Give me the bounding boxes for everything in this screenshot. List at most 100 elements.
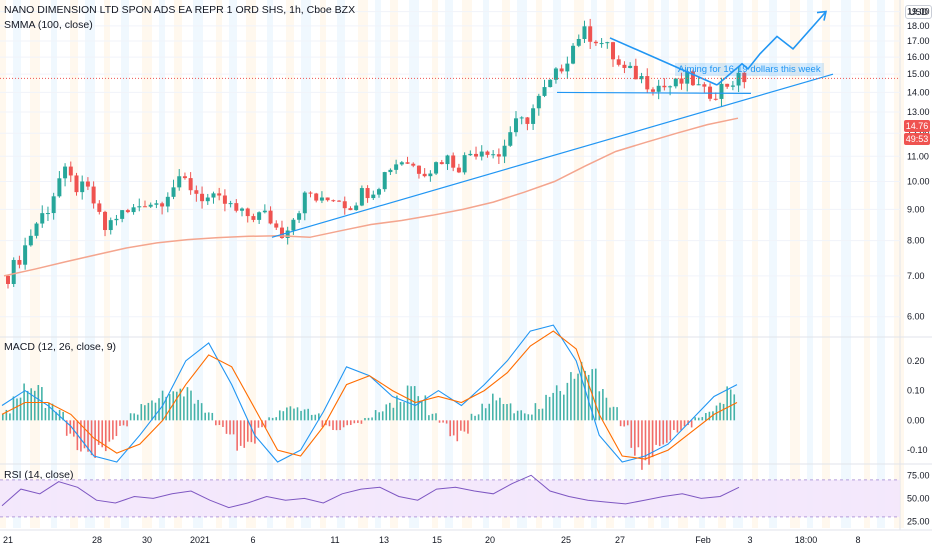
macd-histogram-bar — [644, 420, 647, 461]
macd-histogram-bar — [566, 382, 569, 421]
macd-histogram-bar — [729, 389, 732, 421]
macd-histogram-bar — [623, 420, 625, 427]
macd-histogram-bar — [641, 420, 643, 470]
projection-arrowhead — [816, 10, 828, 21]
macd-histogram-bar — [278, 410, 281, 421]
macd-histogram-bar — [300, 410, 302, 421]
candle-body — [85, 181, 90, 187]
candle-body — [445, 155, 450, 165]
macd-histogram-bar — [58, 409, 61, 421]
macd-histogram-bar — [697, 417, 700, 421]
currency-button[interactable]: USD — [905, 5, 932, 19]
time-tick-label: 11 — [330, 535, 339, 545]
macd-histogram-bar — [460, 420, 462, 431]
session-stripe — [267, 0, 273, 528]
candle-body — [251, 216, 256, 220]
session-stripe — [625, 0, 635, 528]
candle-body — [559, 68, 564, 72]
candle-body — [80, 181, 85, 193]
macd-histogram-bar — [403, 402, 405, 421]
candle-body — [120, 210, 125, 219]
last-price-badge: 14.76 — [904, 120, 930, 132]
session-stripe — [678, 0, 688, 528]
candle-body — [11, 259, 16, 284]
macd-histogram-bar — [101, 420, 104, 448]
candle-body — [496, 154, 501, 157]
candle-body — [690, 71, 695, 86]
session-stripe — [301, 0, 311, 528]
macd-histogram-bar — [381, 411, 384, 421]
macd-histogram-bar — [353, 420, 356, 424]
time-tick-label: 30 — [142, 535, 152, 545]
candle-body — [257, 212, 262, 220]
candle-body — [165, 196, 170, 207]
macd-histogram-bar — [577, 373, 579, 421]
macd-histogram-bar — [296, 407, 299, 421]
candle-body — [474, 153, 479, 157]
macd-histogram-bar — [516, 410, 519, 421]
macd-histogram-bar — [424, 395, 427, 421]
candle-body — [234, 203, 239, 211]
macd-histogram-bar — [655, 420, 657, 445]
macd-panel — [1, 324, 738, 470]
macd-histogram-bar — [140, 404, 143, 421]
candle-body — [274, 223, 279, 228]
macd-histogram-bar — [218, 420, 221, 426]
candle-body — [200, 193, 205, 202]
macd-histogram-bar — [442, 420, 444, 423]
candle-body — [103, 211, 108, 231]
candle-body — [696, 84, 701, 86]
time-tick-label: 2021 — [190, 535, 210, 545]
candle-body — [531, 108, 536, 124]
macd-histogram-bar — [303, 409, 306, 421]
macd-histogram-bar — [151, 400, 153, 421]
session-stripe — [216, 0, 222, 528]
candle-body — [479, 151, 484, 157]
macd-histogram-bar — [683, 420, 686, 427]
session-stripe — [894, 0, 904, 528]
candle-body — [354, 205, 359, 211]
macd-histogram-bar — [420, 400, 423, 421]
price-tick-label: 9.00 — [907, 204, 925, 214]
session-stripe — [822, 0, 830, 528]
macd-histogram-bar — [51, 403, 54, 421]
macd-histogram-bar — [147, 402, 150, 421]
macd-tick-label: 0.10 — [907, 386, 925, 396]
candle-body — [205, 197, 210, 202]
macd-histogram-bar — [705, 413, 707, 421]
macd-histogram-bar — [225, 420, 228, 434]
candle-body — [291, 219, 296, 231]
candle-body — [17, 259, 22, 265]
candle-body — [28, 235, 33, 246]
axes: 19.0018.0017.0016.0015.0014.0013.0012.00… — [3, 7, 930, 545]
price-tick-label: 17.00 — [907, 36, 930, 46]
chart-title: NANO DIMENSION LTD SPON ADS EA REPR 1 OR… — [4, 4, 356, 16]
price-tick-label: 8.00 — [907, 236, 925, 246]
macd-histogram-bar — [190, 390, 192, 421]
macd-histogram-bar — [385, 404, 388, 421]
candle-body — [171, 187, 176, 197]
candle-body — [536, 95, 541, 109]
candle-body — [456, 167, 461, 173]
price-tick-label: 16.00 — [907, 52, 930, 62]
macd-histogram-bar — [115, 420, 118, 437]
macd-histogram-bar — [165, 396, 167, 421]
candle-body — [182, 176, 187, 179]
time-tick-label: 18:00 — [795, 535, 818, 545]
macd-histogram-bar — [62, 411, 64, 421]
price-tick-label: 13.00 — [907, 107, 930, 117]
macd-histogram-bar — [662, 420, 665, 445]
macd-histogram-bar — [531, 414, 533, 421]
macd-histogram-bar — [186, 387, 189, 421]
session-stripe — [841, 0, 851, 528]
macd-tick-label: 0.20 — [907, 356, 925, 366]
macd-histogram-bar — [648, 420, 650, 465]
candle-body — [485, 151, 490, 155]
macd-histogram-bar — [499, 397, 501, 421]
candle-body — [382, 172, 387, 190]
macd-histogram-bar — [495, 400, 498, 421]
candle-body — [23, 245, 28, 265]
time-tick-label: 27 — [615, 535, 625, 545]
candle-body — [656, 85, 661, 92]
time-tick-label: 25 — [561, 535, 571, 545]
